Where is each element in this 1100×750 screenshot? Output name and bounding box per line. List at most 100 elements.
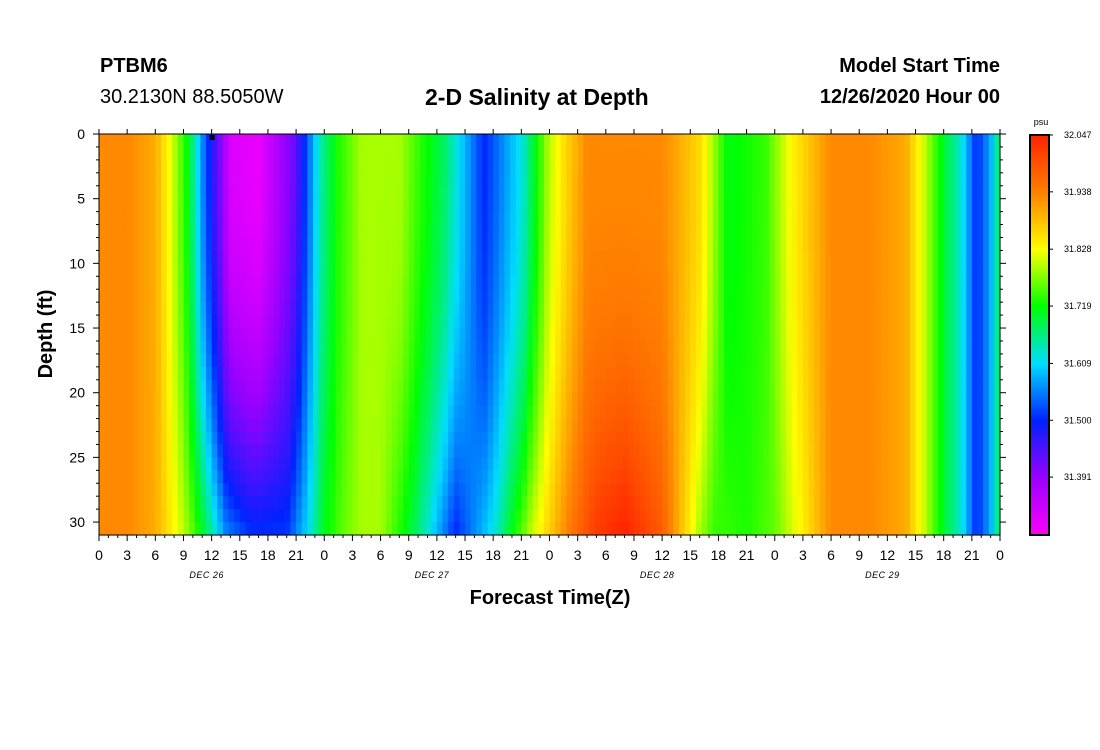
heatmap-cell xyxy=(774,418,781,433)
heatmap-cell xyxy=(994,431,1001,446)
heatmap-cell xyxy=(386,353,393,368)
heatmap-cell xyxy=(893,302,900,316)
heatmap-cell xyxy=(825,146,832,161)
heatmap-cell xyxy=(543,146,551,161)
heatmap-cell xyxy=(414,211,421,226)
heatmap-cell xyxy=(358,237,365,252)
heatmap-cell xyxy=(954,328,962,342)
heatmap-cell xyxy=(99,418,106,433)
heatmap-cell xyxy=(656,522,663,536)
heatmap-cell xyxy=(600,263,607,277)
heatmap-cell xyxy=(419,366,427,381)
heatmap-cell xyxy=(200,328,207,342)
heatmap-cell xyxy=(403,159,410,174)
heatmap-cell xyxy=(847,431,855,446)
heatmap-cell xyxy=(296,159,303,174)
heatmap-cell xyxy=(943,134,950,148)
heatmap-cell xyxy=(296,302,303,316)
heatmap-cell xyxy=(104,250,111,264)
heatmap-cell xyxy=(673,379,680,394)
heatmap-cell xyxy=(566,431,573,446)
heatmap-cell xyxy=(341,263,348,277)
heatmap-cell xyxy=(329,457,337,471)
heatmap-cell xyxy=(104,263,111,277)
heatmap-cell xyxy=(239,457,247,471)
heatmap-cell xyxy=(329,483,337,497)
heatmap-cell xyxy=(194,172,201,187)
heatmap-cell xyxy=(386,444,393,458)
heatmap-cell xyxy=(746,159,753,174)
heatmap-cell xyxy=(797,328,804,342)
heatmap-cell xyxy=(769,470,776,484)
heatmap-cell xyxy=(408,340,415,355)
heatmap-cell xyxy=(617,185,624,200)
heatmap-cell xyxy=(403,483,410,497)
heatmap-cell xyxy=(960,224,967,239)
heatmap-cell xyxy=(419,457,427,471)
heatmap-cell xyxy=(572,159,579,174)
heatmap-cell xyxy=(740,198,748,213)
heatmap-cell xyxy=(538,172,545,187)
heatmap-cell xyxy=(746,328,753,342)
heatmap-cell xyxy=(814,276,821,290)
heatmap-cell xyxy=(149,146,156,161)
heatmap-cell xyxy=(217,405,224,420)
heatmap-cell xyxy=(273,431,280,446)
heatmap-cell xyxy=(538,276,545,290)
heatmap-cell xyxy=(690,198,697,213)
heatmap-cell xyxy=(104,353,111,368)
heatmap-cell xyxy=(301,392,308,407)
heatmap-cell xyxy=(757,159,765,174)
heatmap-cell xyxy=(115,366,123,381)
heatmap-cell xyxy=(814,172,821,187)
heatmap-cell xyxy=(245,496,252,510)
heatmap-cell xyxy=(324,457,331,471)
heatmap-cell xyxy=(802,224,810,239)
heatmap-cell xyxy=(667,134,674,148)
heatmap-cell xyxy=(532,509,539,523)
heatmap-cell xyxy=(521,431,528,446)
heatmap-cell xyxy=(662,366,669,381)
heatmap-cell xyxy=(577,159,584,174)
heatmap-cell xyxy=(763,289,770,303)
heatmap-cell xyxy=(588,418,596,433)
heatmap-cell xyxy=(938,340,945,355)
heatmap-cell xyxy=(245,328,252,342)
heatmap-cell xyxy=(526,302,534,316)
heatmap-cell xyxy=(994,263,1001,277)
heatmap-cell xyxy=(915,172,922,187)
heatmap-cell xyxy=(712,211,720,226)
heatmap-cell xyxy=(290,276,297,290)
heatmap-cell xyxy=(391,146,399,161)
heatmap-cell xyxy=(166,379,173,394)
heatmap-cell xyxy=(740,211,748,226)
heatmap-cell xyxy=(695,509,703,523)
heatmap-cell xyxy=(177,366,185,381)
heatmap-cell xyxy=(538,470,545,484)
heatmap-cell xyxy=(943,392,950,407)
heatmap-cell xyxy=(498,379,506,394)
heatmap-cell xyxy=(667,172,674,187)
heatmap-cell xyxy=(746,185,753,200)
heatmap-cell xyxy=(746,457,753,471)
heatmap-cell xyxy=(645,366,652,381)
heatmap-cell xyxy=(842,366,849,381)
heatmap-cell xyxy=(532,198,539,213)
heatmap-cell xyxy=(977,483,984,497)
heatmap-cell xyxy=(301,379,308,394)
heatmap-cell xyxy=(324,328,331,342)
heatmap-cell xyxy=(679,444,686,458)
heatmap-cell xyxy=(442,418,449,433)
heatmap-cell xyxy=(994,315,1001,329)
heatmap-cell xyxy=(797,405,804,420)
heatmap-cell xyxy=(605,366,613,381)
heatmap-cell xyxy=(374,289,382,303)
heatmap-cell xyxy=(335,134,342,148)
heatmap-cell xyxy=(740,185,748,200)
heatmap-cell xyxy=(189,509,196,523)
heatmap-cell xyxy=(780,172,787,187)
heatmap-cell xyxy=(971,470,979,484)
heatmap-cell xyxy=(701,328,708,342)
heatmap-cell xyxy=(262,328,269,342)
heatmap-cell xyxy=(932,405,939,420)
